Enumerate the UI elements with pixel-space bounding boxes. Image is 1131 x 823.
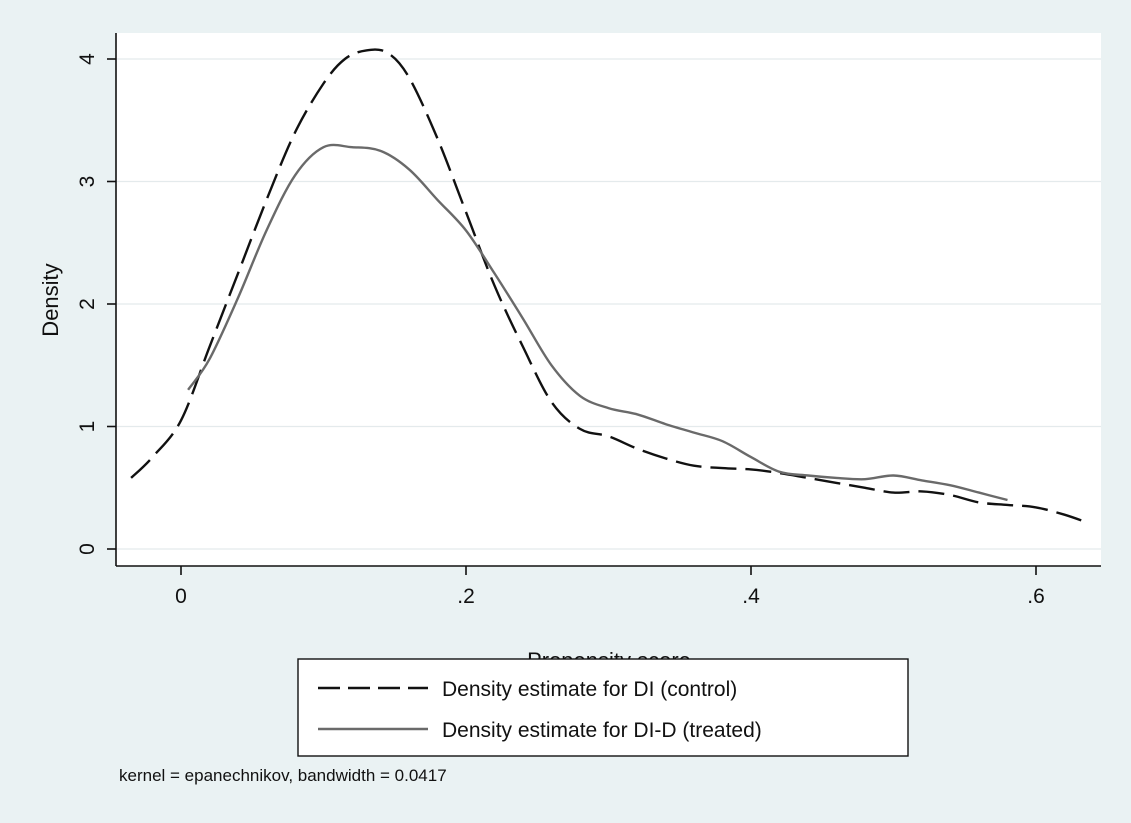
y-tick-label-1: 1 [76, 421, 99, 433]
series-line-treated [187, 143, 1008, 502]
x-tick-label-3: .6 [1027, 585, 1045, 608]
y-tick-label-0: 0 [76, 543, 99, 555]
x-tick-label-2: .4 [742, 585, 760, 608]
kernel-note: kernel = epanechnikov, bandwidth = 0.041… [119, 766, 447, 785]
legend-box [297, 658, 909, 757]
x-tick-label-0: 0 [175, 585, 187, 608]
plot-area [116, 33, 1101, 566]
y-tick-label-2: 2 [76, 298, 99, 310]
y-tick-label-4: 4 [76, 53, 99, 65]
x-tick-label-1: .2 [457, 585, 475, 608]
series [130, 48, 1087, 524]
series-line-control [130, 48, 1087, 524]
legend: Density estimate for DI (control) Densit… [297, 658, 909, 757]
legend-label-treated: Density estimate for DI-D (treated) [442, 719, 762, 742]
y-tick-label-3: 3 [76, 176, 99, 188]
ticks: 0 1 2 3 4 0 .2 .4 .6 [76, 53, 1045, 608]
y-axis-title: Density [38, 263, 63, 336]
grid [116, 58, 1101, 550]
legend-label-control: Density estimate for DI (control) [442, 678, 737, 701]
